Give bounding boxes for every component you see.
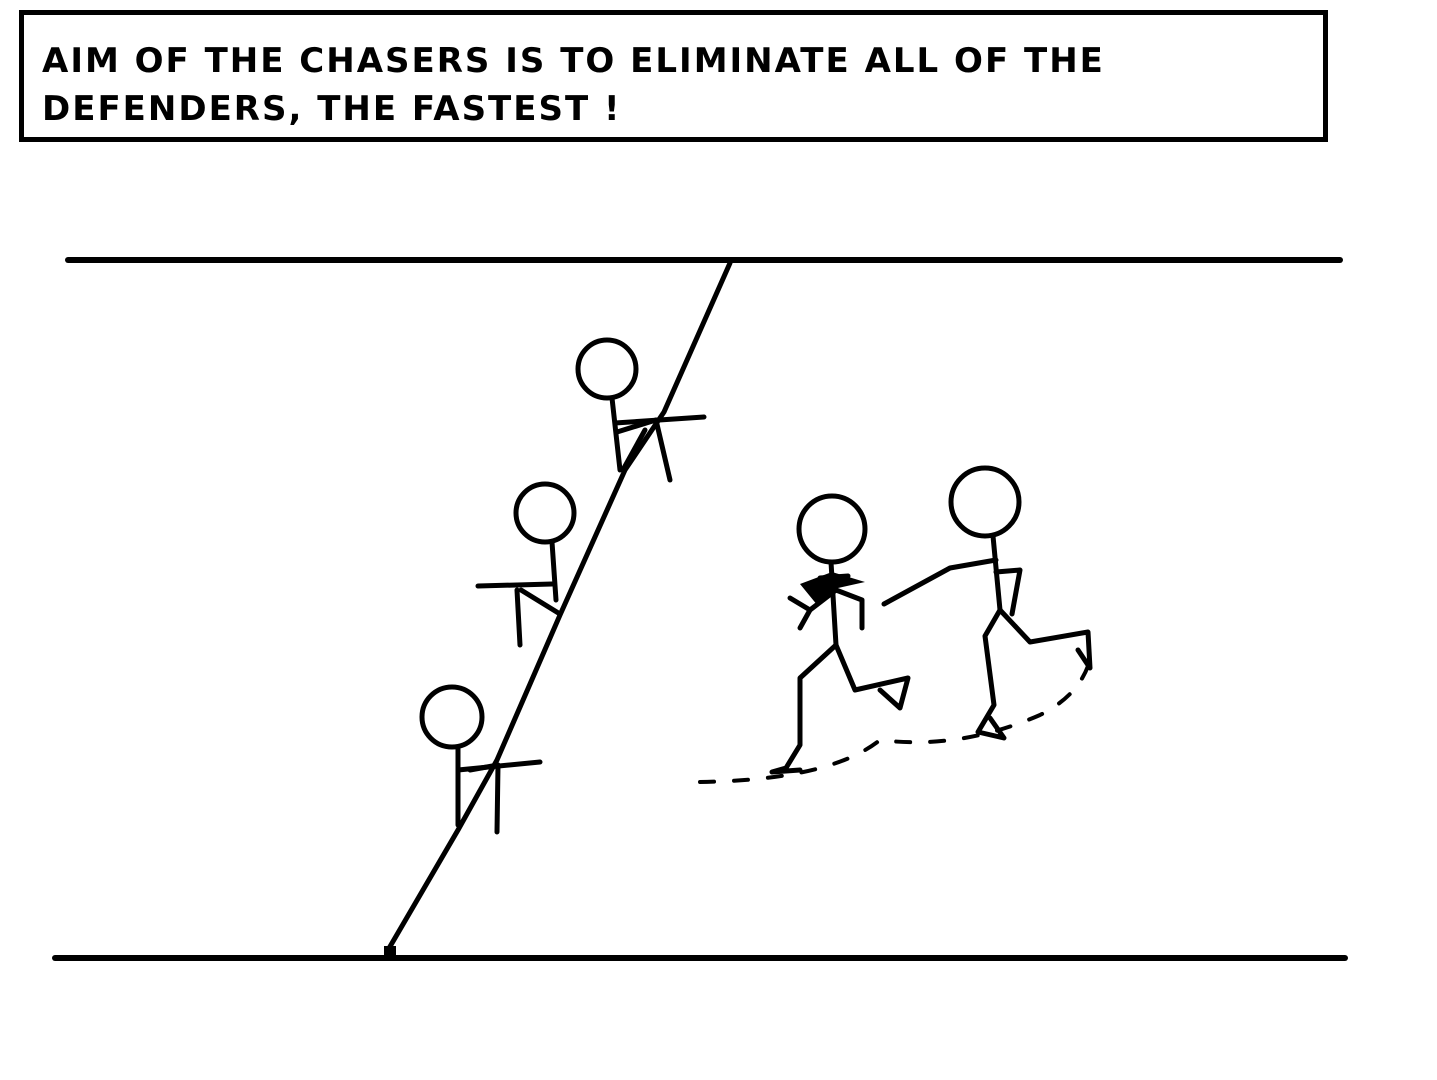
- caption-text: AIM OF THE CHASERS IS TO ELIMINATE ALL O…: [42, 41, 1105, 129]
- defender-movement-trail: [698, 658, 1092, 784]
- defender-figure-right: [881, 465, 1093, 741]
- caption-box: AIM OF THE CHASERS IS TO ELIMINATE ALL O…: [19, 10, 1328, 142]
- chaser-figure-top: [575, 337, 707, 483]
- chaser-figure-bottom: [419, 684, 543, 835]
- chaser-figure-middle: [475, 481, 577, 648]
- bandana-icon: [800, 572, 865, 606]
- defender-figure-left: [769, 493, 911, 775]
- diagonal-line-anchor: [384, 946, 396, 958]
- chaser-diagonal-line: [385, 260, 733, 953]
